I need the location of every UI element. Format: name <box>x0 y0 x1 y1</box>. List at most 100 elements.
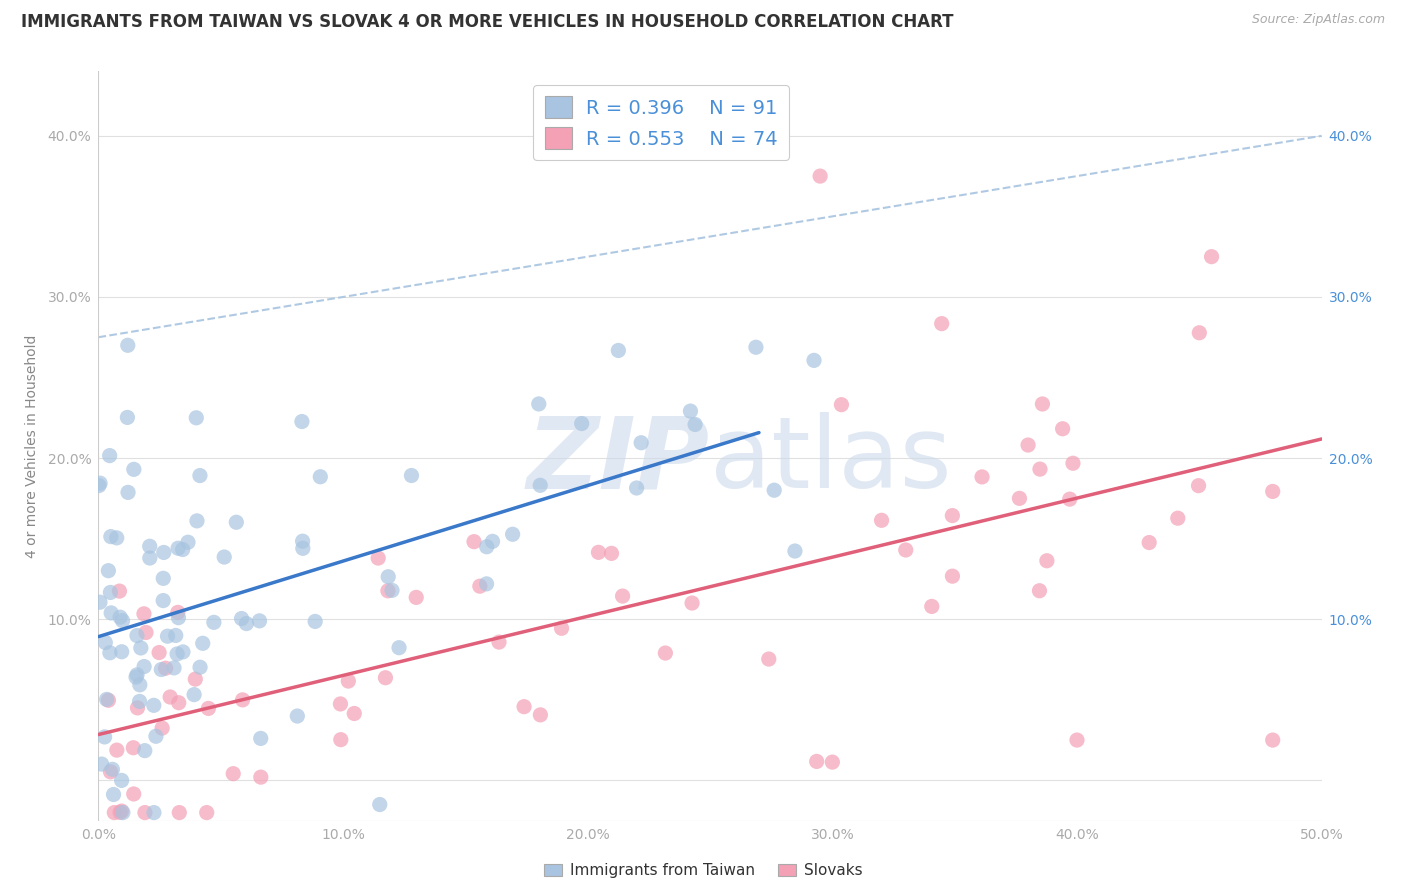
Point <box>830 398 852 412</box>
Point <box>502 527 524 541</box>
Point <box>167 541 190 556</box>
Point <box>550 621 572 635</box>
Point <box>145 729 167 743</box>
Point <box>329 697 352 711</box>
Point <box>195 805 218 820</box>
Point <box>1008 491 1031 506</box>
Point <box>100 764 122 779</box>
Point <box>90 757 112 772</box>
Point <box>870 513 893 527</box>
Point <box>1029 462 1052 476</box>
Point <box>588 545 610 559</box>
Point <box>249 731 271 746</box>
Point <box>125 670 148 684</box>
Text: ZIP: ZIP <box>527 412 710 509</box>
Point <box>172 645 194 659</box>
Point <box>103 805 125 820</box>
Point <box>108 610 131 624</box>
Point <box>96 692 118 706</box>
Point <box>87 478 110 492</box>
Point <box>405 591 427 605</box>
Point <box>337 674 360 689</box>
Point <box>1167 511 1189 525</box>
Point <box>463 534 485 549</box>
Point <box>1261 733 1284 747</box>
Point <box>152 545 174 559</box>
Point <box>129 640 152 655</box>
Point <box>128 678 150 692</box>
Point <box>377 570 399 584</box>
Point <box>1066 733 1088 747</box>
Point <box>132 659 155 673</box>
Legend: R = 0.396    N = 91, R = 0.553    N = 74: R = 0.396 N = 91, R = 0.553 N = 74 <box>533 85 789 161</box>
Point <box>156 629 179 643</box>
Point <box>167 696 190 710</box>
Point <box>250 770 273 784</box>
Point <box>89 595 111 609</box>
Point <box>169 805 191 820</box>
Point <box>367 551 389 566</box>
Point <box>166 606 188 620</box>
Point <box>105 743 128 757</box>
Point <box>527 397 550 411</box>
Point <box>111 645 134 659</box>
Point <box>188 660 211 674</box>
Point <box>745 340 768 354</box>
Point <box>970 470 993 484</box>
Point <box>368 797 391 812</box>
Point <box>152 593 174 607</box>
Point <box>134 805 156 820</box>
Point <box>122 462 145 476</box>
Point <box>1052 422 1074 436</box>
Point <box>134 744 156 758</box>
Point <box>783 544 806 558</box>
Point <box>165 628 187 642</box>
Point <box>97 693 120 707</box>
Point <box>100 585 122 599</box>
Point <box>132 607 155 621</box>
Point <box>166 647 188 661</box>
Point <box>488 635 510 649</box>
Point <box>941 569 963 583</box>
Point <box>117 410 139 425</box>
Point <box>235 616 257 631</box>
Point <box>93 730 115 744</box>
Point <box>529 478 551 492</box>
Point <box>142 805 165 820</box>
Point <box>163 661 186 675</box>
Point <box>177 535 200 549</box>
Point <box>155 661 177 675</box>
Point <box>212 549 235 564</box>
Point <box>475 577 498 591</box>
Point <box>630 435 652 450</box>
Point <box>111 614 134 628</box>
Point <box>108 805 131 820</box>
Point <box>894 543 917 558</box>
Point <box>607 343 630 358</box>
Point <box>167 610 190 624</box>
Point <box>148 646 170 660</box>
Point <box>600 546 623 560</box>
Point <box>150 721 173 735</box>
Point <box>100 606 122 620</box>
Point <box>481 534 503 549</box>
Point <box>183 688 205 702</box>
Point <box>304 615 326 629</box>
Point <box>1059 492 1081 507</box>
Legend: Immigrants from Taiwan, Slovaks: Immigrants from Taiwan, Slovaks <box>537 857 869 884</box>
Point <box>117 338 139 352</box>
Point <box>98 646 121 660</box>
Point <box>381 583 404 598</box>
Point <box>291 415 314 429</box>
Point <box>285 709 308 723</box>
Point <box>941 508 963 523</box>
Point <box>1062 456 1084 470</box>
Point <box>343 706 366 721</box>
Point <box>763 483 786 498</box>
Point <box>101 762 124 776</box>
Point <box>142 698 165 713</box>
Point <box>808 169 831 183</box>
Point <box>309 469 332 483</box>
Point <box>100 530 122 544</box>
Point <box>108 584 131 599</box>
